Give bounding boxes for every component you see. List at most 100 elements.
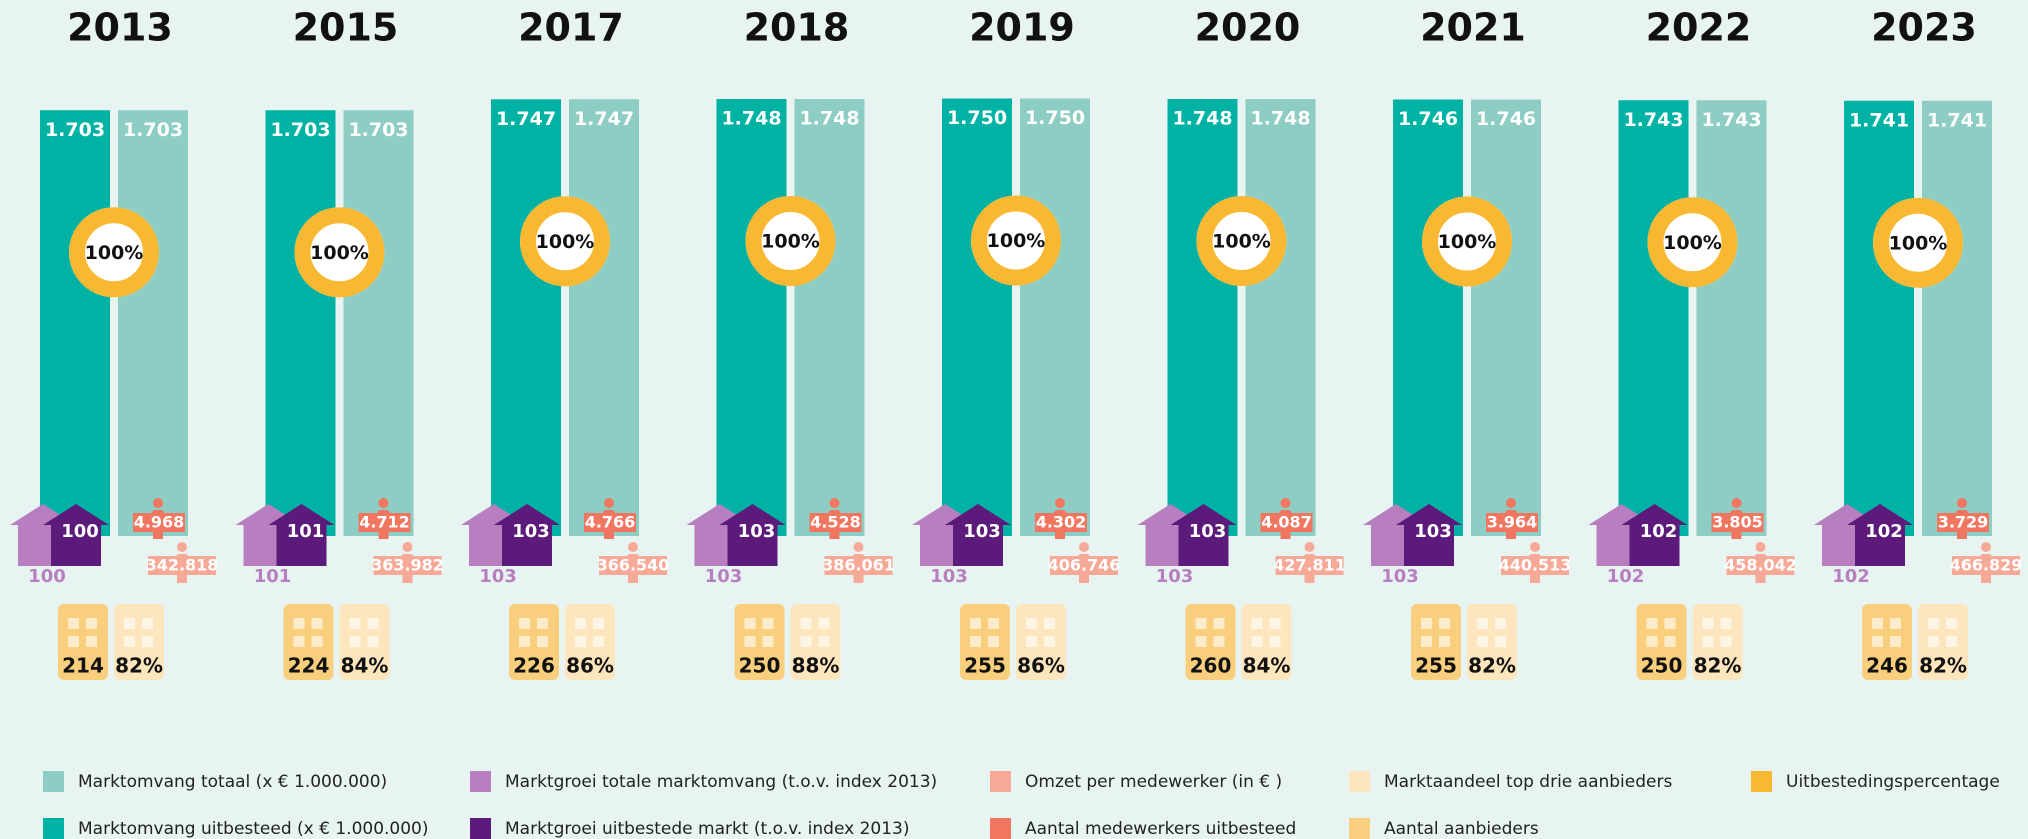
building-window bbox=[1251, 636, 1263, 647]
house-total-label: 100 bbox=[28, 566, 66, 587]
person-head bbox=[1755, 542, 1766, 552]
building-window bbox=[537, 636, 548, 647]
building-window bbox=[519, 636, 530, 647]
bar-value-label: 1.743 bbox=[1623, 109, 1683, 131]
house-outsourced-label: 100 bbox=[61, 521, 99, 542]
bar bbox=[1471, 99, 1541, 536]
building-window bbox=[1477, 636, 1488, 647]
building-share-label: 84% bbox=[1243, 654, 1291, 678]
building-window bbox=[1946, 636, 1957, 647]
employees-label-bg bbox=[1937, 513, 1989, 532]
year-title: 2023 bbox=[1871, 6, 1977, 50]
person-legs bbox=[853, 569, 864, 583]
year-title: 2013 bbox=[67, 6, 173, 50]
bar bbox=[1922, 100, 1992, 536]
house-total-label: 101 bbox=[254, 566, 292, 587]
legend-label: Marktomvang totaal (x € 1.000.000) bbox=[78, 772, 387, 792]
house-outsourced bbox=[1621, 504, 1688, 566]
bar-value-label: 1.748 bbox=[1250, 108, 1310, 130]
building-window bbox=[1439, 636, 1450, 647]
building-window bbox=[818, 636, 830, 647]
legend-swatch bbox=[1751, 771, 1772, 792]
donut-ring bbox=[520, 196, 610, 287]
building-window bbox=[575, 636, 586, 647]
employees-label-bg bbox=[584, 513, 636, 532]
employees-label-bg bbox=[809, 513, 862, 532]
bar bbox=[569, 99, 639, 536]
building-window bbox=[800, 618, 812, 629]
bar bbox=[265, 110, 336, 536]
building-window bbox=[1702, 618, 1714, 629]
building-window bbox=[1664, 636, 1676, 647]
building-window bbox=[744, 636, 756, 647]
building-window bbox=[970, 636, 981, 647]
bar bbox=[794, 99, 865, 536]
house-total-label: 103 bbox=[705, 566, 743, 587]
year-title: 2020 bbox=[1195, 6, 1301, 50]
building-window bbox=[1928, 618, 1939, 629]
house-total-label: 103 bbox=[1156, 566, 1194, 587]
person-legs bbox=[1304, 569, 1315, 583]
legend-swatch bbox=[990, 771, 1011, 792]
building-window bbox=[1946, 618, 1957, 629]
revenue-label: 363.982 bbox=[371, 556, 444, 575]
building-window bbox=[1026, 618, 1037, 629]
building-window bbox=[970, 618, 981, 629]
building-window bbox=[349, 636, 361, 647]
building-providers bbox=[1411, 604, 1461, 680]
bar bbox=[716, 99, 787, 536]
building-providers-label: 226 bbox=[513, 654, 555, 678]
building-share bbox=[1692, 604, 1743, 680]
employees-label-bg bbox=[1711, 513, 1764, 532]
building-providers bbox=[1636, 604, 1687, 680]
building-window bbox=[1421, 636, 1432, 647]
revenue-label-bg bbox=[1275, 556, 1344, 575]
revenue-label-bg bbox=[1501, 556, 1569, 575]
employees-label-bg bbox=[1486, 513, 1538, 532]
bar-value-label: 1.741 bbox=[1849, 109, 1909, 131]
house-total-label: 102 bbox=[1607, 566, 1645, 587]
building-window bbox=[311, 618, 323, 629]
employees-label: 3.805 bbox=[1712, 513, 1763, 532]
building-share bbox=[339, 604, 390, 680]
bar bbox=[1245, 99, 1316, 536]
person-head bbox=[1079, 542, 1089, 552]
legend-swatch bbox=[990, 818, 1011, 839]
revenue-label-bg bbox=[148, 556, 216, 575]
donut-ring bbox=[1647, 197, 1738, 288]
house-outsourced bbox=[1170, 504, 1237, 566]
bar bbox=[1696, 100, 1767, 536]
person-legs bbox=[1755, 569, 1766, 583]
revenue-label-bg bbox=[824, 556, 893, 575]
revenue-label: 440.513 bbox=[1499, 556, 1572, 575]
house-outsourced-label: 103 bbox=[512, 521, 550, 542]
legend-label: Marktomvang uitbesteed (x € 1.000.000) bbox=[78, 819, 429, 839]
legend-label: Uitbestedingspercentage bbox=[1786, 772, 2000, 792]
person-head bbox=[1957, 498, 1967, 508]
building-window bbox=[1421, 618, 1432, 629]
person-head bbox=[153, 498, 163, 508]
person-head bbox=[1055, 498, 1065, 508]
bar bbox=[942, 98, 1012, 536]
donut-ring bbox=[1422, 196, 1512, 287]
legend-swatch bbox=[1349, 818, 1370, 839]
house-outsourced bbox=[43, 504, 109, 566]
building-window bbox=[988, 618, 999, 629]
building-window bbox=[1890, 618, 1901, 629]
legend-label: Marktaandeel top drie aanbieders bbox=[1384, 772, 1672, 792]
year-title: 2017 bbox=[518, 6, 624, 50]
building-providers bbox=[1862, 604, 1912, 680]
legend-label: Omzet per medewerker (in € ) bbox=[1025, 772, 1282, 792]
building-window bbox=[1213, 636, 1225, 647]
house-outsourced-label: 103 bbox=[1414, 521, 1452, 542]
revenue-label-bg bbox=[1050, 556, 1118, 575]
bar-value-label: 1.750 bbox=[1025, 107, 1085, 129]
bar-value-label: 1.748 bbox=[799, 108, 859, 130]
person-legs bbox=[402, 569, 413, 583]
building-window bbox=[1269, 618, 1281, 629]
bar-value-label: 1.747 bbox=[574, 108, 634, 130]
building-window bbox=[367, 636, 379, 647]
person-head bbox=[1304, 542, 1315, 552]
legend-label: Aantal aanbieders bbox=[1384, 819, 1539, 839]
building-window bbox=[142, 636, 153, 647]
